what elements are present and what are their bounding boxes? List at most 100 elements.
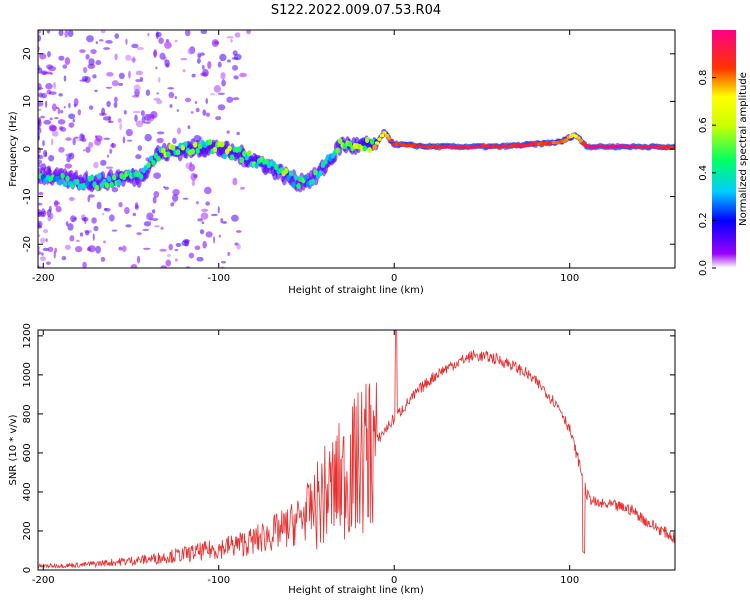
spectrogram-noise-cell bbox=[47, 50, 51, 58]
spectrogram-ridge-cell bbox=[274, 164, 279, 171]
spectrogram-noise-cell bbox=[144, 133, 152, 142]
spectrogram-noise-cell bbox=[86, 35, 94, 43]
spectrogram-noise-cell bbox=[199, 229, 205, 235]
spectrogram-noise-cell bbox=[227, 59, 231, 63]
spectrogram-noise-cell bbox=[135, 70, 144, 76]
spectrogram-noise-cell bbox=[194, 101, 198, 104]
spectrogram-noise-cell bbox=[217, 61, 222, 68]
spectrogram-noise-cell bbox=[191, 180, 196, 187]
spectrogram-y-tick-label: -10 bbox=[22, 188, 33, 204]
spectrogram-noise-cell bbox=[147, 32, 150, 37]
spectrogram-noise-cell bbox=[125, 128, 133, 137]
spectrogram-noise-cell bbox=[118, 72, 125, 80]
spectrogram-noise-cell bbox=[187, 125, 191, 130]
spectrogram-noise-cell bbox=[65, 137, 72, 141]
snr-line bbox=[38, 330, 675, 569]
spectrogram-noise-cell bbox=[227, 251, 231, 257]
spectrogram-noise-cell bbox=[151, 218, 159, 221]
spectrogram-noise-cell bbox=[81, 216, 89, 222]
spectrogram-noise-cell bbox=[88, 105, 94, 110]
spectrogram-noise-cell bbox=[156, 92, 159, 95]
spectrogram-noise-cell bbox=[53, 251, 56, 259]
spectrogram-noise-cell bbox=[231, 214, 239, 222]
spectrogram-noise-cell bbox=[201, 208, 209, 213]
spectrogram-noise-cell bbox=[144, 121, 151, 124]
spectrogram-noise-cell bbox=[98, 39, 104, 42]
spectrogram-noise-cell bbox=[38, 154, 44, 160]
spectrogram-ridge-cell bbox=[84, 180, 90, 187]
spectrogram-ridge-cell bbox=[104, 182, 109, 189]
spectrogram-noise-cell bbox=[58, 55, 65, 61]
spectrogram-noise-cell bbox=[246, 30, 251, 35]
spectrogram-noise-cell bbox=[221, 79, 226, 87]
spectrogram-noise-cell bbox=[48, 205, 52, 213]
spectrogram-noise-cell bbox=[94, 89, 98, 93]
spectrogram-noise-cell bbox=[165, 63, 170, 68]
spectrogram-ridge-cell bbox=[89, 174, 95, 181]
spectrogram-noise-cell bbox=[202, 109, 207, 116]
spectrogram-noise-cell bbox=[79, 232, 84, 237]
spectrogram-ridge-cell bbox=[362, 145, 367, 152]
spectrogram-noise-cell bbox=[63, 105, 66, 109]
spectrogram-ridge-cell bbox=[377, 137, 382, 141]
spectrogram-noise-cell bbox=[205, 112, 210, 117]
colorbar-tick-label: 0.6 bbox=[698, 117, 709, 133]
snr-x-label: Height of straight line (km) bbox=[288, 585, 424, 596]
spectrogram-noise-cell bbox=[240, 186, 245, 190]
spectrogram-noise-cell bbox=[103, 208, 108, 211]
spectrogram-noise-cell bbox=[38, 30, 42, 34]
spectrogram-noise-cell bbox=[43, 119, 52, 125]
spectrogram-noise-cell bbox=[96, 201, 102, 210]
spectrogram-y-label: Frequency (Hz) bbox=[8, 111, 19, 187]
spectrogram-noise-cell bbox=[87, 195, 91, 203]
spectrogram-noise-cell bbox=[169, 104, 173, 108]
spectrogram-noise-cell bbox=[128, 70, 131, 79]
spectrogram-ridge-cell bbox=[116, 179, 122, 186]
spectrogram-ridge-cell bbox=[239, 157, 245, 164]
spectrogram-noise-cell bbox=[153, 49, 158, 57]
spectrogram-noise-cell bbox=[54, 116, 59, 120]
spectrogram-noise-cell bbox=[163, 185, 166, 189]
spectrogram-noise-cell bbox=[40, 92, 48, 99]
colorbar: 0.0 0.2 0.4 0.6 0.8 Normalized spectral ampl… bbox=[698, 30, 749, 276]
spectrogram-noise-cell bbox=[184, 97, 192, 103]
spectrogram-noise-cell bbox=[118, 201, 123, 208]
colorbar-tick-label: 0.4 bbox=[698, 165, 709, 181]
spectrogram-noise-cell bbox=[135, 78, 141, 83]
spectrogram-noise-cell bbox=[60, 109, 64, 114]
spectrogram-ridge-cell bbox=[146, 161, 151, 168]
spectrogram-noise-cell bbox=[72, 118, 75, 123]
spectrogram-x-label: Height of straight line (km) bbox=[288, 285, 424, 296]
spectrogram-noise-cell bbox=[236, 243, 241, 250]
spectrogram-noise-cell bbox=[61, 256, 67, 261]
spectrogram-ridge-cell bbox=[389, 139, 394, 143]
spectrogram-y-tick-label: -20 bbox=[22, 236, 33, 252]
spectrogram-ridge-cell bbox=[148, 155, 154, 162]
spectrogram-ridge-cell bbox=[254, 162, 259, 169]
spectrogram-noise-cell bbox=[156, 131, 165, 135]
colorbar-label: Normalized spectral amplitude bbox=[738, 72, 749, 226]
spectrogram-noise-cell bbox=[92, 233, 95, 241]
spectrogram-ridge-cell bbox=[286, 174, 291, 181]
spectrogram-noise-cell bbox=[65, 221, 69, 227]
spectrogram-ridge-cell bbox=[170, 144, 176, 151]
spectrogram-noise-cell bbox=[44, 71, 52, 75]
spectrogram-ridge-cell bbox=[318, 170, 323, 177]
spectrogram-ridge-cell bbox=[283, 167, 289, 174]
snr-y-label: SNR (10 * v/v) bbox=[8, 414, 19, 485]
snr-x-tick-label: 100 bbox=[560, 575, 579, 586]
spectrogram-noise-cell bbox=[58, 146, 65, 153]
spectrogram-noise-cell bbox=[82, 261, 87, 268]
spectrogram-ridge-cell bbox=[310, 178, 316, 185]
snr-x-tick-label: 0 bbox=[391, 575, 397, 586]
spectrogram-noise-cell bbox=[220, 72, 226, 80]
spectrogram-noise-cell bbox=[38, 116, 42, 124]
spectrogram-noise-cell bbox=[42, 210, 47, 216]
spectrogram-ridge-cell bbox=[303, 174, 308, 181]
spectrogram-ridge-cell bbox=[222, 153, 227, 160]
spectrogram-noise-cell bbox=[103, 137, 111, 141]
spectrogram-noise-cell bbox=[68, 113, 76, 120]
spectrogram-ridge-cell bbox=[138, 173, 144, 180]
